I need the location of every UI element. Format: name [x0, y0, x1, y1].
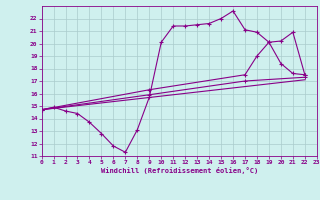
- X-axis label: Windchill (Refroidissement éolien,°C): Windchill (Refroidissement éolien,°C): [100, 167, 258, 174]
